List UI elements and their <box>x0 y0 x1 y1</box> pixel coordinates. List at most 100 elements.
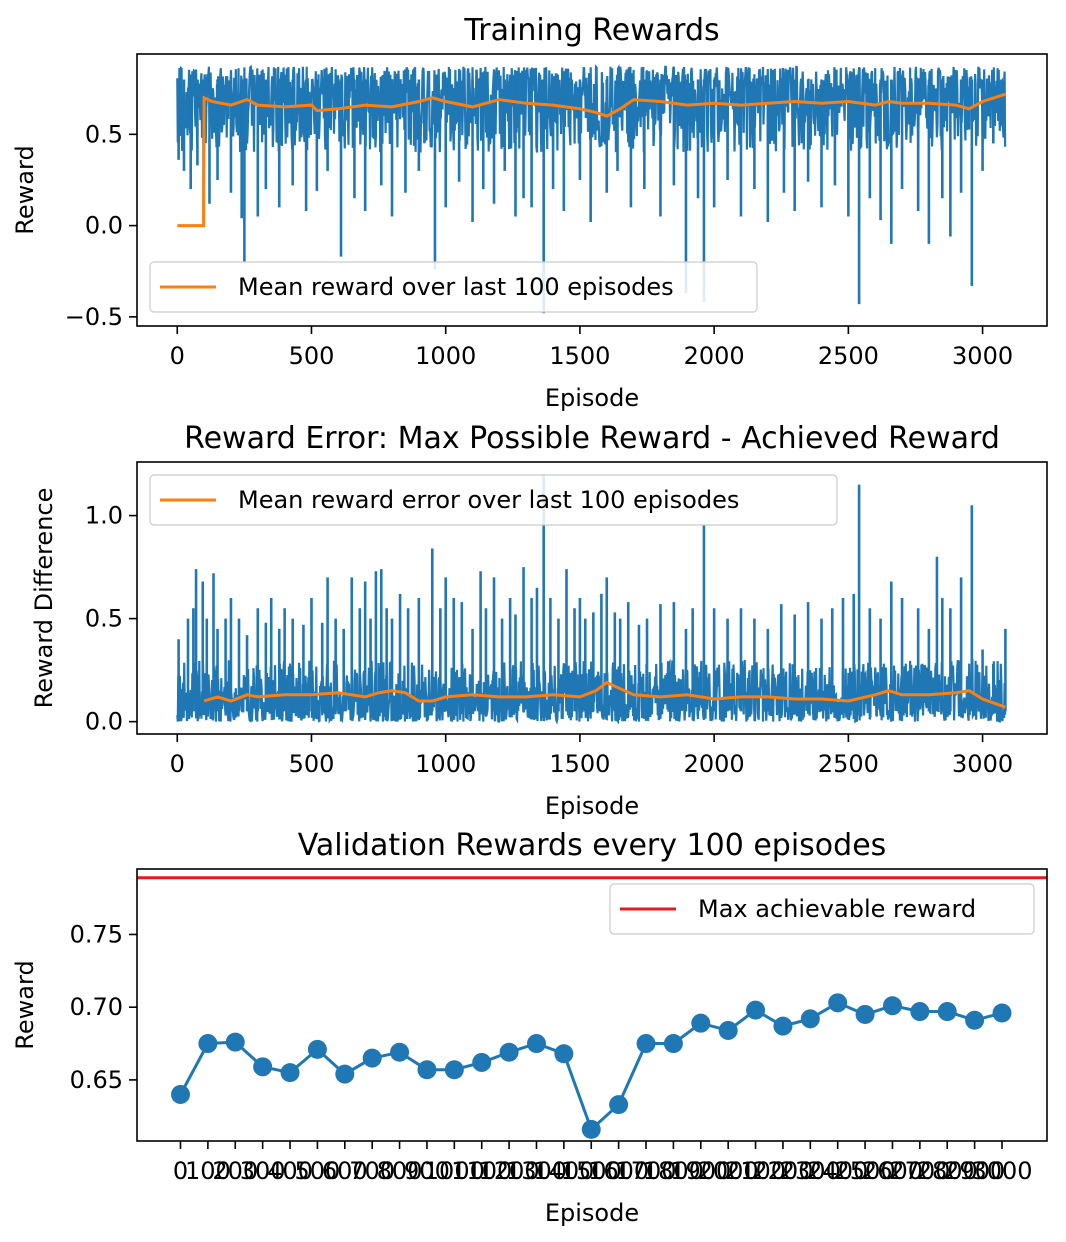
x-tick-label: 2000 <box>684 750 745 778</box>
x-tick-label: 500 <box>289 750 335 778</box>
legend-box <box>149 474 838 526</box>
validation-point <box>198 1034 218 1054</box>
y-tick-label: 0.75 <box>70 920 123 948</box>
x-tick-label: 1200 <box>479 1157 540 1185</box>
validation-point <box>499 1042 519 1062</box>
x-tick-label: 1700 <box>615 1157 676 1185</box>
x-tick-label: 2000 <box>684 342 745 370</box>
x-tick-label: 100 <box>185 1157 231 1185</box>
validation-point <box>609 1095 629 1115</box>
validation-point <box>335 1064 355 1084</box>
validation-point <box>910 1002 930 1022</box>
validation-point <box>663 1034 683 1054</box>
y-tick-label: 0.0 <box>85 212 123 240</box>
x-tick-label: 1100 <box>451 1157 512 1185</box>
y-tick-label: 0.0 <box>85 708 123 736</box>
x-tick-label: 1900 <box>670 1157 731 1185</box>
x-tick-label: 300 <box>240 1157 286 1185</box>
x-tick-label: 500 <box>289 342 335 370</box>
legend-box <box>149 261 758 313</box>
validation-point <box>253 1057 273 1077</box>
x-tick-label: 0 <box>173 1157 188 1185</box>
x-tick-label: 3000 <box>971 1157 1032 1185</box>
x-tick-label: 2500 <box>818 750 879 778</box>
validation-rewards-chart: Max achievable reward 0100200300400500600… <box>11 828 1048 1227</box>
validation-point <box>965 1010 985 1030</box>
validation-point <box>828 993 848 1013</box>
x-tick-label: 0 <box>170 750 185 778</box>
chart-title: Validation Rewards every 100 episodes <box>298 828 887 863</box>
x-tick-label: 2500 <box>818 342 879 370</box>
x-tick-label: 2500 <box>835 1157 896 1185</box>
x-tick-label: 2300 <box>780 1157 841 1185</box>
y-axis-label: Reward <box>11 145 39 234</box>
x-axis-label: Episode <box>545 384 639 412</box>
x-tick-label: 2100 <box>725 1157 786 1185</box>
mean-line <box>177 92 1006 228</box>
x-tick-label: 2800 <box>917 1157 978 1185</box>
validation-point <box>362 1048 382 1068</box>
x-tick-label: 2400 <box>807 1157 868 1185</box>
x-tick-label: 200 <box>212 1157 258 1185</box>
x-tick-label: 1600 <box>588 1157 649 1185</box>
validation-point <box>554 1044 574 1064</box>
legend-entry-mean-reward: Mean reward over last 100 episodes <box>238 273 674 301</box>
y-tick-label: 0.5 <box>85 605 123 633</box>
x-tick-label: 2700 <box>889 1157 950 1185</box>
legend-entry-mean-error: Mean reward error over last 100 episodes <box>238 486 739 514</box>
chart-title: Reward Error: Max Possible Reward - Achi… <box>184 421 1000 456</box>
y-tick-label: 0.70 <box>70 993 123 1021</box>
x-tick-label: 3000 <box>952 342 1013 370</box>
x-tick-label: 500 <box>295 1157 341 1185</box>
validation-point <box>526 1034 546 1054</box>
x-axis-label: Episode <box>545 1199 639 1227</box>
mean-line <box>203 680 1006 709</box>
x-tick-label: 2000 <box>698 1157 759 1185</box>
validation-point <box>718 1020 738 1040</box>
validation-point <box>417 1060 437 1080</box>
x-tick-label: 400 <box>267 1157 313 1185</box>
validation-point <box>280 1063 300 1083</box>
validation-point <box>225 1032 245 1052</box>
validation-point <box>472 1052 492 1072</box>
validation-point <box>691 1013 711 1033</box>
validation-point <box>937 1002 957 1022</box>
chart-title: Training Rewards <box>463 13 719 48</box>
x-tick-label: 1000 <box>424 1157 485 1185</box>
legend-box <box>609 883 1035 935</box>
x-tick-label: 1400 <box>533 1157 594 1185</box>
validation-point <box>800 1009 820 1029</box>
x-tick-label: 1500 <box>549 342 610 370</box>
x-tick-label: 0 <box>170 342 185 370</box>
y-axis-label: Reward <box>11 960 39 1049</box>
x-tick-label: 2200 <box>752 1157 813 1185</box>
x-tick-label: 1500 <box>549 750 610 778</box>
x-tick-label: 1500 <box>561 1157 622 1185</box>
x-tick-label: 700 <box>349 1157 395 1185</box>
training-rewards-chart: Mean reward over last 100 episodes 0 500 10… <box>11 13 1048 412</box>
legend-entry-max-reward: Max achievable reward <box>698 895 976 923</box>
y-tick-label: 0.5 <box>85 120 123 148</box>
validation-point <box>992 1003 1012 1023</box>
x-axis-label: Episode <box>545 792 639 820</box>
validation-point <box>581 1119 601 1139</box>
x-tick-label: 3000 <box>952 750 1013 778</box>
validation-point <box>636 1034 656 1054</box>
x-tick-label: 800 <box>377 1157 423 1185</box>
validation-point <box>773 1016 793 1036</box>
validation-line <box>179 1001 1003 1133</box>
raw-reward-line <box>176 658 1007 725</box>
plot-frame <box>136 53 1048 327</box>
validation-point <box>390 1042 410 1062</box>
x-tick-label: 900 <box>404 1157 450 1185</box>
validation-point <box>855 1004 875 1024</box>
x-tick-label: 1300 <box>506 1157 567 1185</box>
x-tick-label: 1000 <box>415 342 476 370</box>
y-tick-label: 0.65 <box>70 1066 123 1094</box>
validation-point <box>171 1084 190 1104</box>
validation-point <box>882 996 902 1016</box>
x-tick-label: 1800 <box>643 1157 704 1185</box>
y-tick-label: −0.5 <box>65 303 123 331</box>
x-tick-label: 2600 <box>862 1157 923 1185</box>
